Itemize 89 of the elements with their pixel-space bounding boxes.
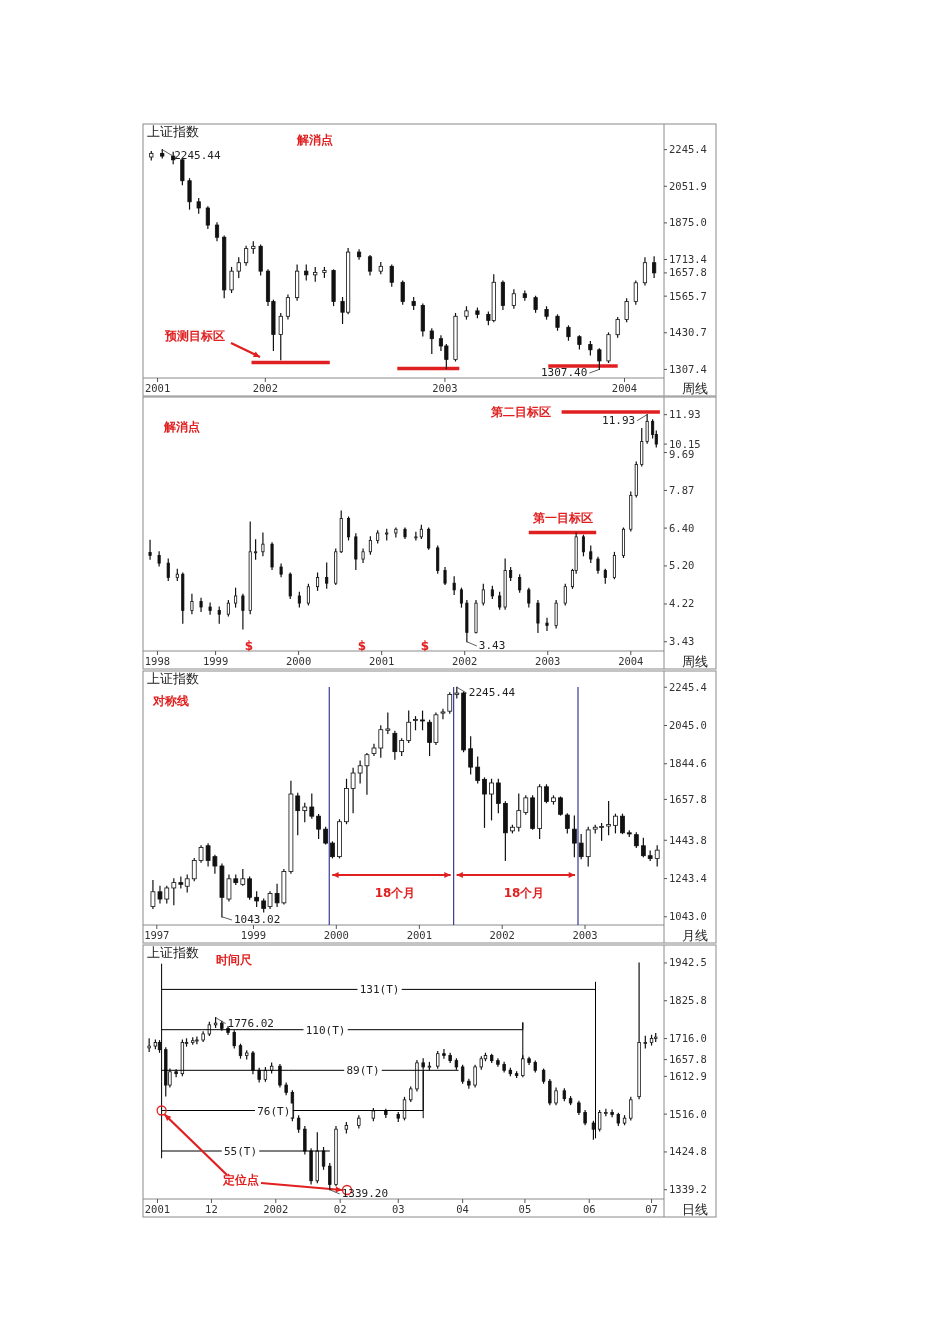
annotation: 第二目标区 [490, 405, 551, 419]
annotation: 2245.44 [174, 148, 221, 162]
y-tick-label: 10.15 [669, 437, 701, 450]
y-tick-label: 9.69 [669, 447, 695, 460]
x-tick-label: 07 [645, 1203, 658, 1215]
annotation: 1043.02 [233, 913, 281, 926]
annotation: $ [420, 639, 430, 653]
y-tick-label: 1243.4 [669, 872, 707, 885]
y-tick-label: 1713.4 [669, 253, 707, 266]
annotation: 3.43 [478, 639, 506, 652]
y-tick-label: 1825.8 [669, 994, 707, 1007]
y-tick-label: 2051.9 [669, 179, 707, 192]
annotation: 110(T) [305, 1023, 346, 1037]
x-tick-label: 2003 [535, 655, 561, 667]
x-tick-label: 2001 [144, 1203, 171, 1215]
y-tick-label: 1043.0 [669, 910, 707, 923]
annotation: 对称线 [152, 694, 189, 708]
annotation: 18个月 [374, 886, 416, 900]
text: 日线 [682, 1202, 708, 1217]
y-tick-label: 1565.7 [669, 289, 707, 302]
annotation: 89(T) [346, 1064, 380, 1078]
x-tick-label: 2000 [285, 655, 312, 667]
x-tick-label: 2001 [406, 929, 433, 941]
y-tick-label: 11.93 [669, 408, 701, 421]
y-tick-label: 1942.5 [669, 956, 707, 969]
x-tick-label: 1998 [144, 655, 171, 667]
annotation: 上证指数 [147, 671, 199, 686]
x-tick-label: 2001 [369, 655, 395, 667]
y-tick-label: 1875.0 [669, 216, 707, 229]
y-tick-label: 6.40 [669, 521, 695, 534]
x-tick-label: 2004 [611, 382, 638, 394]
annotation: 上证指数 [147, 124, 199, 139]
y-tick-label: 1339.2 [669, 1183, 707, 1196]
annotation: 18个月 [503, 886, 545, 900]
annotation: $ [357, 639, 367, 653]
y-tick-label: 1844.6 [669, 757, 707, 770]
x-tick-label: 2002 [252, 382, 278, 394]
annotation: $ [244, 639, 254, 653]
y-tick-label: 1657.8 [669, 1053, 707, 1066]
annotation: 131(T) [359, 983, 400, 997]
y-tick-label: 2045.0 [669, 719, 707, 731]
annotation: 解消点 [163, 420, 200, 434]
y-tick-label: 2245.4 [669, 143, 707, 156]
annotation: 解消点 [296, 133, 333, 147]
x-tick-label: 2002 [452, 655, 478, 667]
x-tick-label: 04 [456, 1203, 469, 1215]
x-tick-label: 12 [205, 1203, 218, 1215]
x-tick-label: 02 [333, 1203, 347, 1215]
x-tick-label: 2001 [144, 382, 171, 394]
text: 周线 [682, 381, 708, 396]
x-tick-label: 1997 [144, 929, 170, 941]
x-tick-label: 06 [582, 1203, 596, 1215]
y-tick-label: 3.43 [669, 635, 695, 648]
text: 周线 [682, 654, 708, 669]
x-tick-label: 2002 [489, 929, 515, 941]
y-tick-label: 1657.8 [669, 792, 707, 805]
annotation: 2245.44 [468, 686, 516, 700]
x-tick-label: 1999 [240, 929, 267, 941]
annotation: 预测目标区 [164, 329, 225, 343]
y-tick-label: 1307.4 [669, 362, 707, 375]
annotation: 11.93 [602, 413, 636, 427]
y-tick-label: 1430.7 [669, 326, 707, 339]
y-tick-label: 1657.8 [669, 266, 707, 279]
annotation: 上证指数 [147, 945, 199, 960]
y-tick-label: 4.22 [669, 597, 695, 610]
x-tick-label: 2003 [432, 382, 458, 394]
y-tick-label: 1612.9 [669, 1069, 707, 1082]
x-tick-label: 2003 [572, 929, 598, 941]
annotation: 76(T) [257, 1104, 291, 1118]
annotation: 1307.40 [540, 366, 588, 379]
y-tick-label: 2245.4 [669, 680, 707, 693]
x-tick-label: 03 [391, 1203, 405, 1215]
y-tick-label: 5.20 [669, 559, 695, 572]
x-tick-label: 2000 [323, 929, 349, 941]
x-tick-label: 1999 [202, 655, 229, 667]
x-tick-label: 2004 [618, 655, 644, 667]
annotation: 定位点 [222, 1173, 259, 1187]
text: 月线 [682, 928, 708, 943]
y-tick-label: 1443.8 [669, 833, 707, 846]
y-tick-label: 1516.0 [669, 1107, 707, 1120]
y-tick-label: 1424.8 [669, 1145, 707, 1158]
annotation: 时间尺 [216, 953, 253, 967]
annotation: 1776.02 [227, 1016, 274, 1030]
y-tick-label: 7.87 [669, 483, 695, 496]
x-tick-label: 2002 [263, 1203, 289, 1215]
annotation: 第一目标区 [532, 511, 593, 525]
annotation: 1339.20 [341, 1187, 389, 1200]
x-tick-label: 05 [518, 1203, 532, 1215]
y-tick-label: 1716.0 [669, 1032, 707, 1045]
